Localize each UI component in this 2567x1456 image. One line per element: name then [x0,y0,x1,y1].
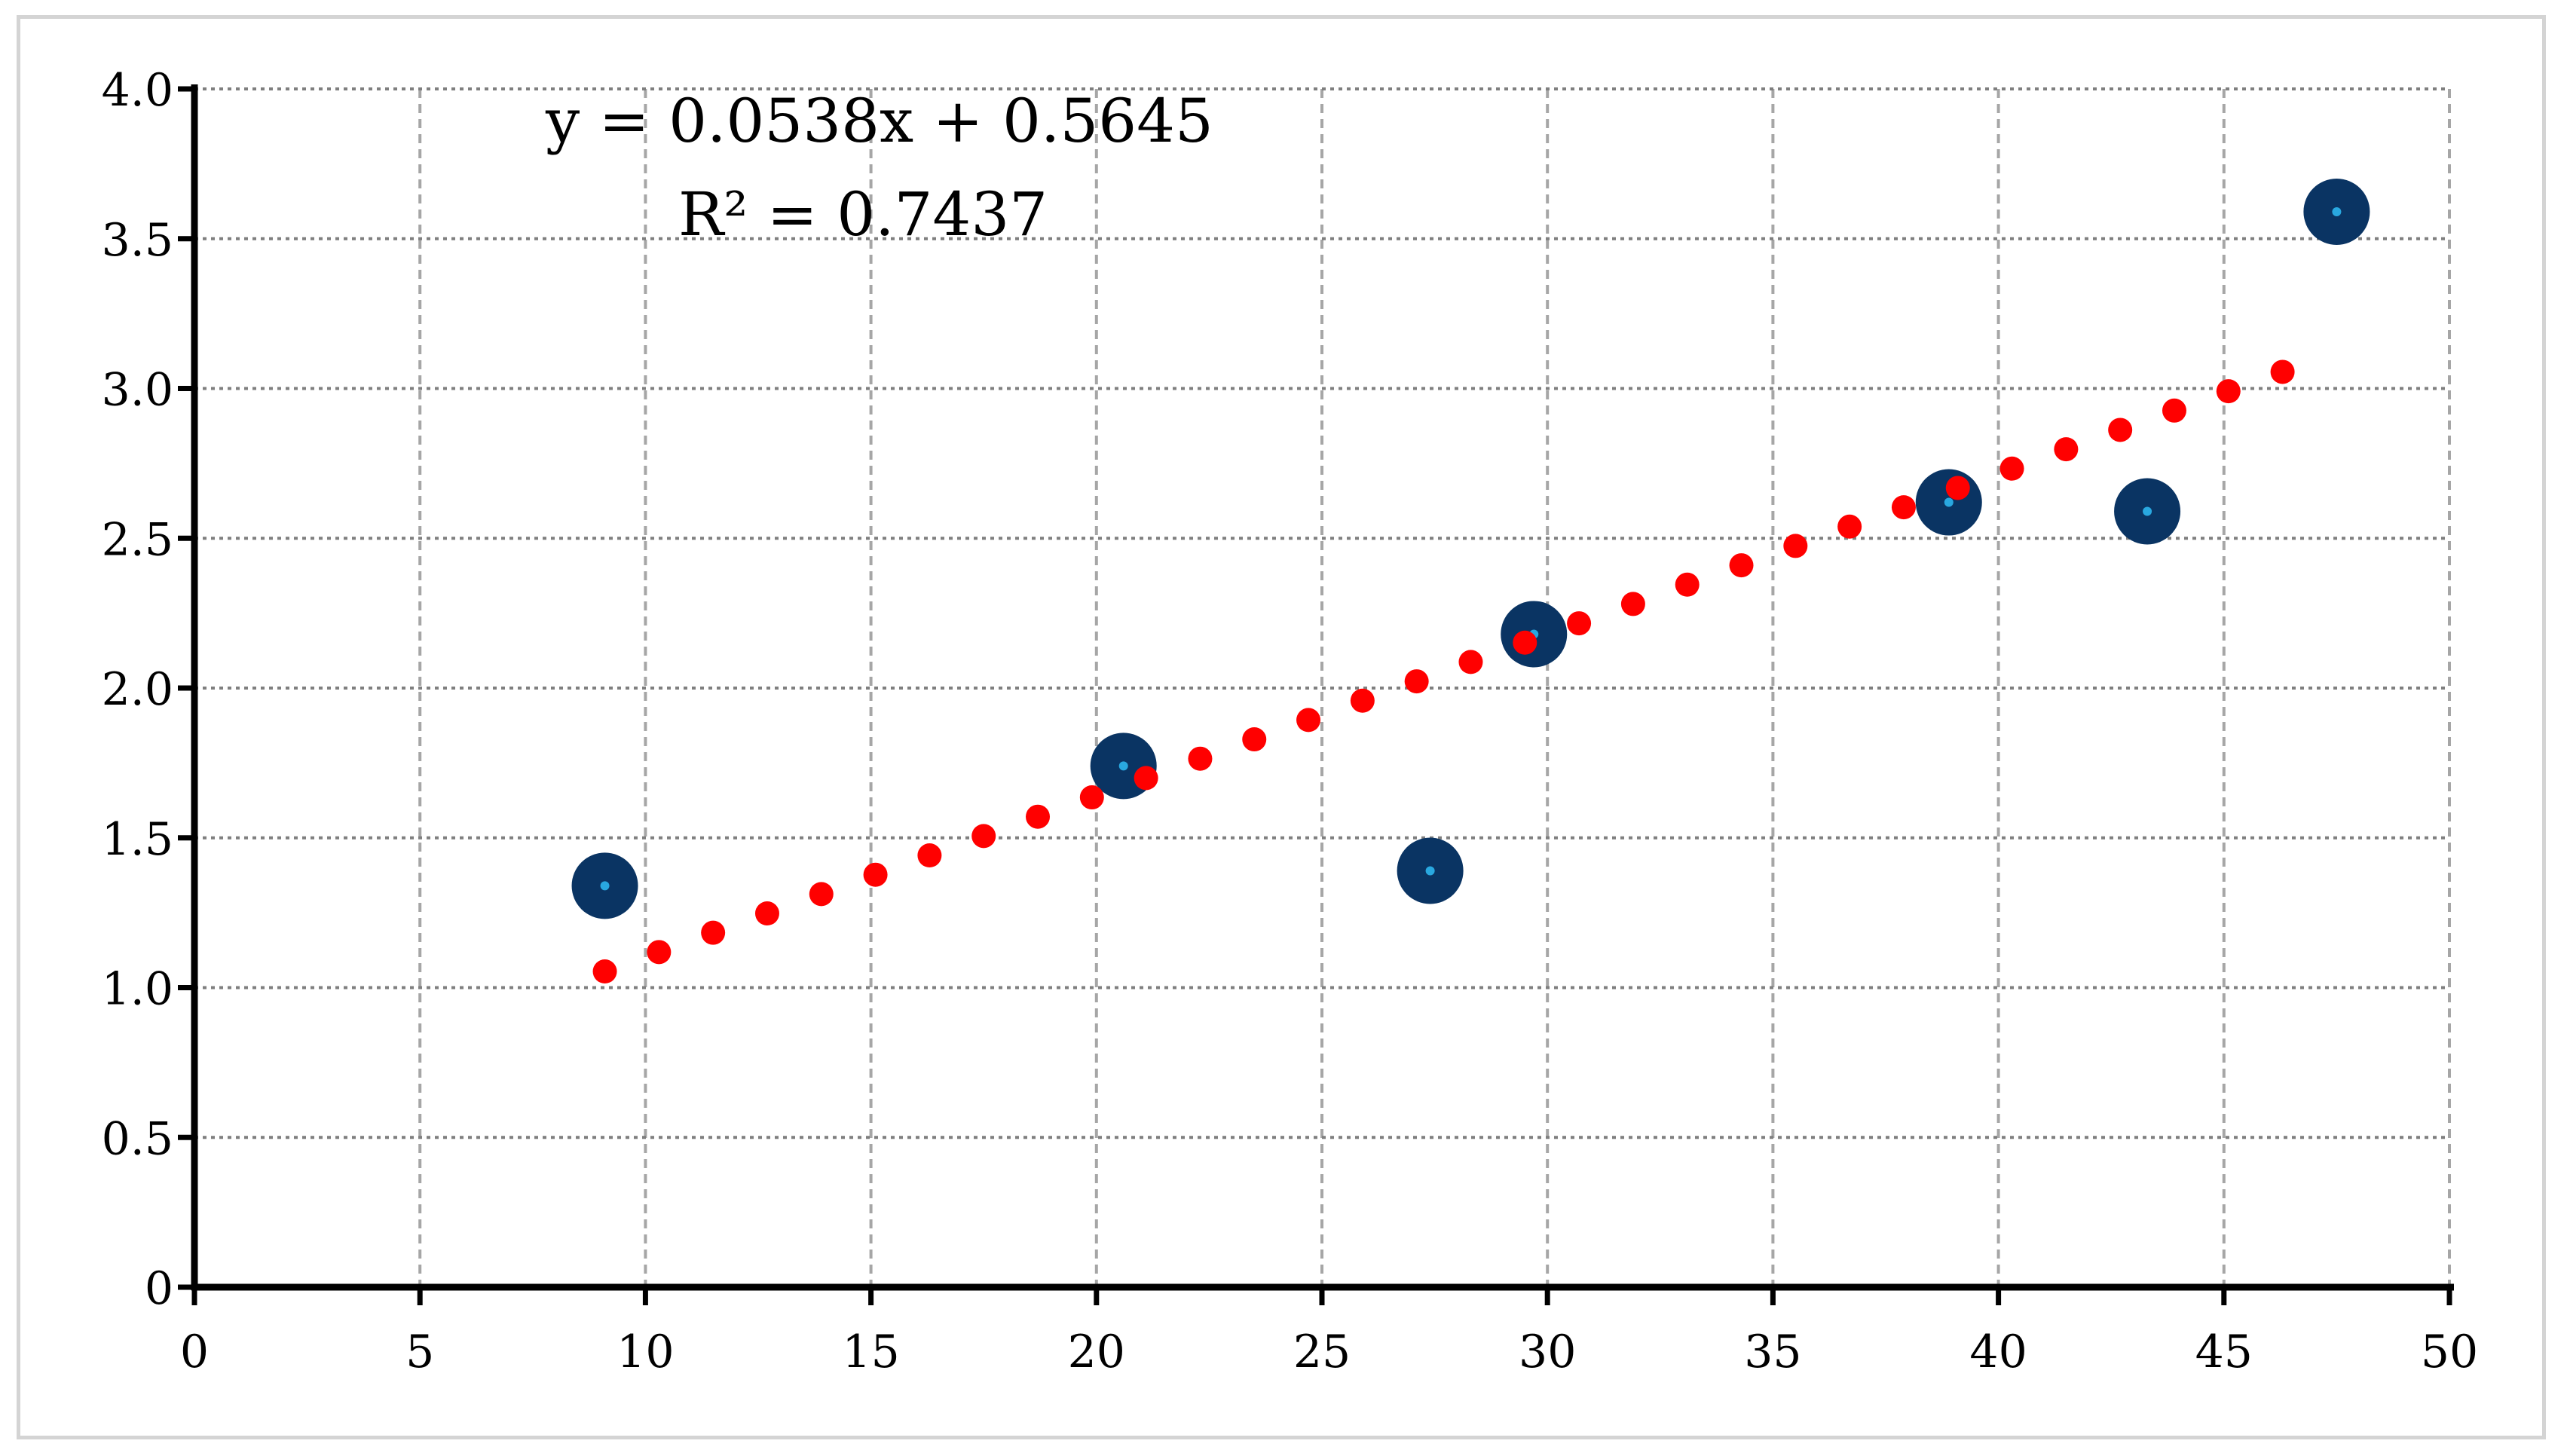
y-tick-label: 4.0 [102,64,173,117]
data-points [571,178,2370,919]
y-tick-label: 1.5 [102,813,173,866]
y-tick-label: 2.5 [102,513,173,566]
trendline-dot [1350,688,1375,713]
trendline-dot [863,862,888,887]
trendline-dot [1513,630,1537,655]
trendline-equation: y = 0.0538x + 0.5645 [545,86,1213,156]
trendline-dot [647,940,672,965]
x-tick-label: 35 [1744,1326,1801,1378]
trendline-dot [1783,534,1808,558]
trendline-dot [1999,456,2024,481]
x-tick-label: 10 [617,1326,674,1378]
trendline-dot [1567,611,1592,636]
x-tick-label: 50 [2421,1326,2478,1378]
trendline-dot [1242,727,1267,752]
x-tick-label: 45 [2195,1326,2253,1378]
trendline-dot [2162,398,2186,423]
tick-labels: 0 5 10 15 20 25 30 35 40 45 50 0 0.5 1.0 1.5 2.0 2.5 3.0 3… [102,64,2479,1378]
data-point-center [1425,866,1435,876]
data-point-center [2143,506,2152,516]
gridlines [194,87,2451,1287]
trendline-dot [1891,495,1916,520]
data-point-center [600,881,610,891]
trendline-dot [1837,514,1862,539]
trendline-dot [1729,553,1754,578]
r-squared-label: R² = 0.7437 [678,179,1048,249]
chart-frame [17,15,2546,1439]
x-tick-label: 0 [180,1326,209,1378]
trendline-dot [754,901,779,926]
data-point-center [2332,206,2342,216]
trendline-dot [592,959,617,984]
x-tick-label: 15 [842,1326,899,1378]
trendline-dot [1296,708,1321,733]
trendline [592,359,2295,984]
y-tick-label: 3.5 [102,214,173,267]
trendline-dot [809,882,834,907]
y-tick-label: 1.0 [102,963,173,1016]
trendline-dot [2054,437,2079,462]
x-tick-label: 20 [1068,1326,1125,1378]
trendline-dot [1188,746,1213,771]
y-tick-label: 0.5 [102,1112,173,1165]
trendline-dot [1404,669,1429,694]
x-tick-label: 25 [1293,1326,1351,1378]
trendline-dot [1026,804,1051,829]
trendline-dot [701,920,726,945]
trendline-dot [2216,379,2241,404]
y-tick-label: 3.0 [102,364,173,417]
axes [178,84,2454,1305]
x-tick-label: 5 [405,1326,434,1378]
trendline-dot [2270,359,2295,384]
trendline-dot [917,843,942,868]
trendline-dot [1134,766,1158,791]
trendline-dot [1458,650,1483,674]
trendline-dot [1620,592,1645,616]
data-point-center [1118,761,1128,771]
x-tick-label: 40 [1969,1326,2027,1378]
trendline-dot [1675,572,1700,597]
y-tick-label: 0 [145,1262,173,1315]
trendline-dot [1945,476,1970,500]
data-point-center [1944,497,1954,507]
x-tick-label: 30 [1519,1326,1576,1378]
trendline-dot [1079,785,1104,810]
trendline-dot [971,824,996,849]
trendline-dot [2108,418,2133,442]
y-tick-label: 2.0 [102,663,173,716]
